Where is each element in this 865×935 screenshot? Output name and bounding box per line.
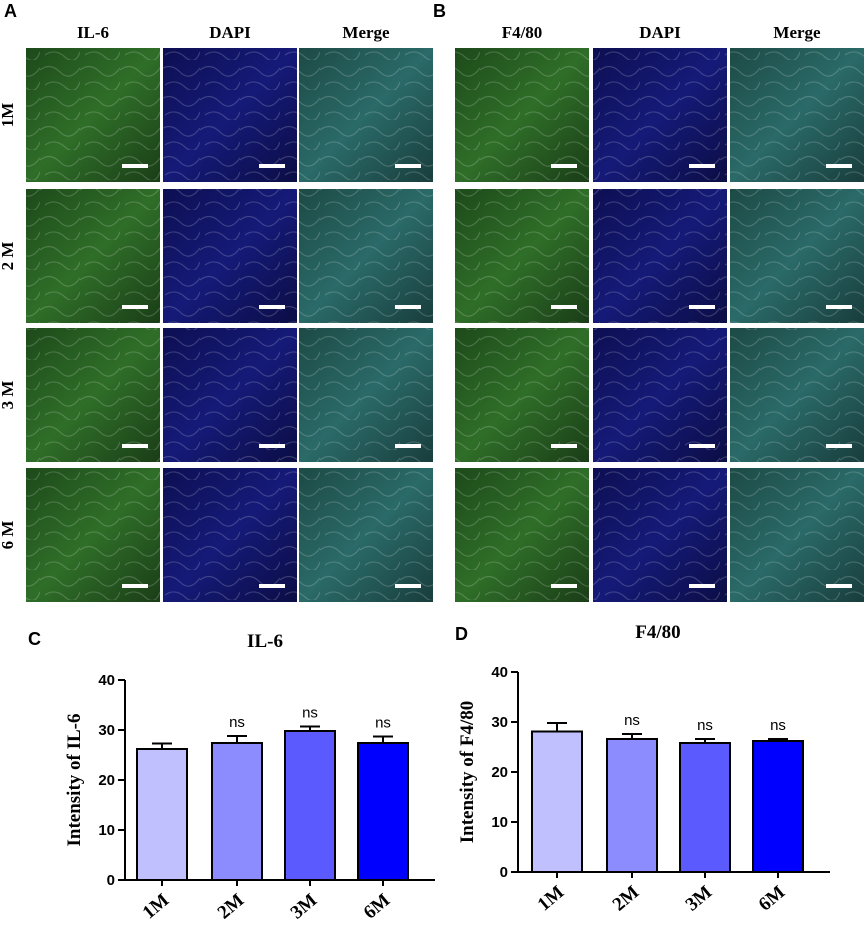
micrograph-texture bbox=[593, 48, 727, 182]
micrograph-texture bbox=[730, 48, 864, 182]
scale-bar bbox=[551, 444, 577, 448]
y-tick-label: 20 bbox=[98, 772, 115, 789]
scale-bar bbox=[395, 584, 421, 588]
x-tick-label: 2M bbox=[609, 882, 644, 916]
panel-label: D bbox=[455, 624, 468, 644]
y-tick-label: 40 bbox=[98, 672, 115, 689]
column-header: IL-6 bbox=[77, 23, 109, 42]
micrograph-texture bbox=[455, 468, 589, 602]
chart-title: IL-6 bbox=[247, 631, 283, 652]
y-tick-label: 30 bbox=[98, 722, 115, 739]
y-tick-label: 40 bbox=[491, 664, 508, 681]
micrograph-texture bbox=[455, 328, 589, 462]
micrograph-texture bbox=[730, 189, 864, 323]
micrograph-texture bbox=[163, 328, 297, 462]
scale-bar bbox=[689, 444, 715, 448]
bar bbox=[531, 730, 583, 873]
scale-bar bbox=[122, 164, 148, 168]
panel-label: A bbox=[4, 1, 17, 21]
micrograph-texture bbox=[163, 468, 297, 602]
y-tick-label: 20 bbox=[491, 764, 508, 781]
x-tick-label: 1M bbox=[534, 882, 569, 916]
scale-bar bbox=[826, 164, 852, 168]
scale-bar bbox=[259, 164, 285, 168]
column-header: DAPI bbox=[209, 23, 251, 42]
column-header: DAPI bbox=[639, 23, 681, 42]
y-tick-label: 0 bbox=[107, 872, 115, 889]
micrograph-texture bbox=[26, 468, 160, 602]
scale-bar bbox=[259, 305, 285, 309]
y-axis-label: Intensity of F4/80 bbox=[457, 701, 478, 844]
significance-label: ns bbox=[624, 712, 640, 729]
significance-label: ns bbox=[229, 714, 245, 731]
chart-title: F4/80 bbox=[635, 622, 680, 643]
bar bbox=[357, 742, 409, 881]
y-axis-label: Intensity of IL-6 bbox=[64, 713, 85, 846]
row-label: 2 M bbox=[0, 242, 17, 271]
y-tick-label: 0 bbox=[500, 864, 508, 881]
micrograph-texture bbox=[593, 189, 727, 323]
micrograph-texture bbox=[26, 189, 160, 323]
scale-bar bbox=[395, 444, 421, 448]
scale-bar bbox=[122, 584, 148, 588]
x-tick-label: 1M bbox=[139, 890, 174, 924]
panel-label: B bbox=[433, 1, 446, 21]
bar bbox=[136, 748, 188, 881]
significance-label: ns bbox=[770, 717, 786, 734]
scale-bar bbox=[122, 305, 148, 309]
column-header: Merge bbox=[342, 23, 390, 42]
bar bbox=[606, 738, 658, 873]
micrograph-texture bbox=[299, 48, 433, 182]
column-header: Merge bbox=[773, 23, 821, 42]
bar bbox=[284, 730, 336, 881]
significance-label: ns bbox=[375, 715, 391, 732]
significance-label: ns bbox=[697, 717, 713, 734]
scale-bar bbox=[551, 164, 577, 168]
micrograph-texture bbox=[455, 48, 589, 182]
micrograph-texture bbox=[455, 189, 589, 323]
scale-bar bbox=[826, 305, 852, 309]
row-label: 3 M bbox=[0, 381, 17, 410]
y-tick-label: 10 bbox=[491, 814, 508, 831]
scale-bar bbox=[259, 584, 285, 588]
micrograph-texture bbox=[730, 328, 864, 462]
bar bbox=[752, 740, 804, 873]
x-tick-label: 6M bbox=[360, 890, 395, 924]
scale-bar bbox=[826, 584, 852, 588]
micrograph-texture bbox=[26, 48, 160, 182]
bar bbox=[679, 742, 731, 873]
scale-bar bbox=[689, 305, 715, 309]
scale-bar bbox=[826, 444, 852, 448]
y-tick-label: 30 bbox=[491, 714, 508, 731]
micrograph-texture bbox=[299, 468, 433, 602]
scale-bar bbox=[689, 164, 715, 168]
bar bbox=[211, 742, 263, 881]
scale-bar bbox=[551, 584, 577, 588]
x-tick-label: 3M bbox=[682, 882, 717, 916]
x-tick-label: 3M bbox=[287, 890, 322, 924]
micrograph-texture bbox=[299, 328, 433, 462]
scale-bar bbox=[551, 305, 577, 309]
micrograph-texture bbox=[163, 48, 297, 182]
significance-label: ns bbox=[302, 705, 318, 722]
scale-bar bbox=[395, 305, 421, 309]
column-header: F4/80 bbox=[502, 23, 543, 42]
micrograph-texture bbox=[730, 468, 864, 602]
micrograph-texture bbox=[593, 328, 727, 462]
micrograph-texture bbox=[163, 189, 297, 323]
row-label: 1M bbox=[0, 103, 17, 128]
scale-bar bbox=[122, 444, 148, 448]
micrograph-texture bbox=[26, 328, 160, 462]
y-tick-label: 10 bbox=[98, 822, 115, 839]
scale-bar bbox=[259, 444, 285, 448]
row-label: 6 M bbox=[0, 521, 17, 550]
x-tick-label: 6M bbox=[755, 882, 790, 916]
micrograph-texture bbox=[593, 468, 727, 602]
panel-label: C bbox=[28, 629, 41, 649]
x-tick-label: 2M bbox=[214, 890, 249, 924]
scale-bar bbox=[395, 164, 421, 168]
scale-bar bbox=[689, 584, 715, 588]
micrograph-texture bbox=[299, 189, 433, 323]
